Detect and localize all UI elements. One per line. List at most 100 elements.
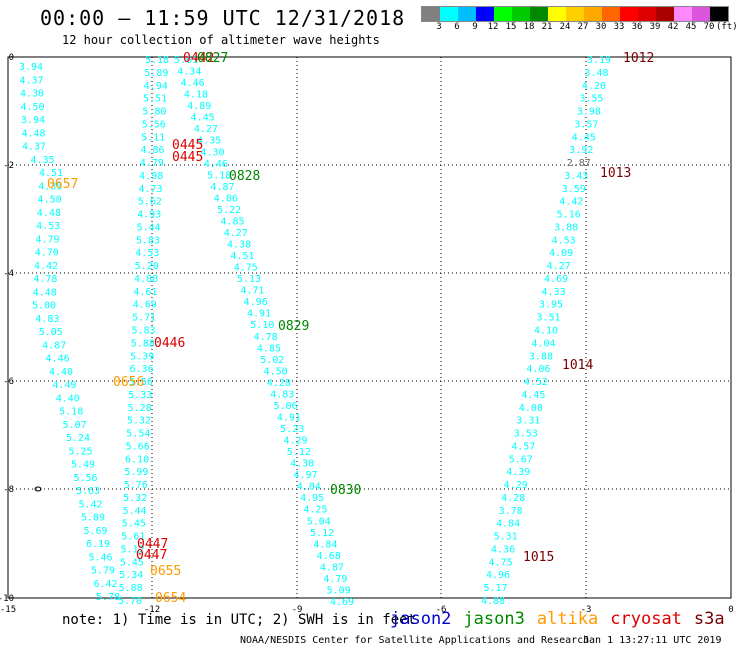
wave-height-value: 4.83 [35, 314, 59, 325]
wave-height-value: 4.84 [496, 519, 520, 530]
wave-height-value: 4.18 [184, 90, 208, 101]
wave-height-value: 5.83 [136, 235, 160, 246]
credit-line: NOAA/NESDIS Center for Satellite Applica… [240, 635, 590, 646]
wave-height-value: 5.78 [96, 592, 120, 603]
wave-height-value: 4.53 [36, 221, 60, 232]
wave-height-value: 3.55 [579, 94, 603, 105]
color-scale-legend [421, 6, 729, 22]
wave-height-value: 5.33 [128, 390, 152, 401]
wave-height-value: 5.04 [307, 516, 331, 527]
pass-time-label: 1012 [623, 51, 654, 66]
wave-height-value: 4.79 [323, 574, 347, 585]
pass-time-label: 0447 [136, 548, 167, 563]
wave-height-value: 4.36 [491, 544, 515, 555]
y-tick-label: -8 [3, 485, 14, 495]
wave-height-value: 3.53 [514, 429, 538, 440]
wave-height-value: 3.31 [516, 416, 540, 427]
pass-time-label: 0445 [172, 138, 203, 153]
pass-time-label: 0829 [278, 319, 309, 334]
wave-height-value: 5.44 [122, 506, 146, 517]
wave-height-value: 4.40 [49, 367, 73, 378]
legend-swatch [458, 7, 476, 21]
wave-height-value: 4.95 [300, 493, 324, 504]
pass-time-label: 0442 [183, 51, 214, 66]
legend-label: 39 [649, 22, 661, 32]
legend-label: 33 [613, 22, 625, 32]
wave-height-value: 4.09 [549, 248, 573, 259]
wave-height-value: 4.48 [37, 208, 61, 219]
wave-height-value: 4.52 [524, 377, 548, 388]
wave-height-value: 4.96 [486, 570, 510, 581]
page-subtitle: 12 hour collection of altimeter wave hei… [62, 33, 380, 47]
wave-height-value: 5.25 [68, 446, 92, 457]
satellite-jason3: jason3 [463, 609, 525, 629]
wave-height-value: 4.78 [33, 274, 57, 285]
wave-height-value: 4.53 [135, 248, 159, 259]
wave-height-value: 5.71 [132, 313, 156, 324]
legend-label: 42 [667, 22, 679, 32]
legend-swatch [530, 7, 548, 21]
legend-swatch [602, 7, 620, 21]
wave-height-value: 4.46 [181, 78, 205, 89]
legend-swatch [584, 7, 602, 21]
legend-label: 18 [523, 22, 535, 32]
wave-height-value: 4.87 [210, 182, 234, 193]
wave-height-value: 4.79 [140, 158, 164, 169]
wave-height-value: 5.80 [142, 107, 166, 118]
wave-height-value: 4.86 [214, 193, 238, 204]
wave-height-value: 4.69 [544, 274, 568, 285]
wave-height-value: 4.04 [297, 482, 321, 493]
wave-height-value: 4.91 [277, 412, 301, 423]
wave-height-value: 4.46 [204, 159, 228, 170]
wave-height-value: 6.42 [93, 579, 117, 590]
pass-time-label: 0827 [197, 51, 228, 66]
wave-height-value: 4.25 [303, 505, 327, 516]
wave-height-value: 4.61 [133, 287, 157, 298]
legend-swatch [440, 7, 458, 21]
wave-height-value: 5.45 [120, 557, 144, 568]
wave-height-value: 5.62 [138, 197, 162, 208]
y-tick-label: 0 [9, 53, 14, 63]
wave-height-value: 5.17 [483, 583, 507, 594]
wave-height-value: 5.69 [83, 526, 107, 537]
wave-height-value: 3.98 [577, 107, 601, 118]
wave-height-value: 4.35 [38, 181, 62, 192]
wave-height-value: 4.42 [34, 261, 58, 272]
legend-swatch [422, 7, 440, 21]
wave-height-value: 4.86 [140, 145, 164, 156]
wave-height-value: 6.10 [125, 454, 149, 465]
pass-time-label: 0655 [150, 564, 181, 579]
wave-height-value: 4.46 [46, 354, 70, 365]
wave-height-value: 4.30 [201, 147, 225, 158]
legend-swatch [620, 7, 638, 21]
wave-height-value: 5.34 [119, 570, 143, 581]
pass-time-label: 0830 [330, 483, 361, 498]
satellite-legend: jason2 jason3 altika cryosat s3a [390, 609, 737, 629]
wave-height-value: 4.48 [21, 128, 45, 139]
wave-height-value: 4.35 [197, 136, 221, 147]
wave-height-value: 5.99 [124, 467, 148, 478]
wave-height-value: 4.97 [293, 470, 317, 481]
wave-height-value: 5.83 [131, 326, 155, 337]
legend-swatch [656, 7, 674, 21]
wave-height-value: 4.28 [501, 493, 525, 504]
map-frame [7, 56, 732, 599]
wave-height-value: 5.02 [260, 355, 284, 366]
wave-height-value: 4.93 [137, 210, 161, 221]
wave-height-value: 2.87 [567, 158, 591, 169]
legend-swatch [476, 7, 494, 21]
wave-height-value: 4.87 [42, 340, 66, 351]
wave-height-value: 4.84 [313, 539, 337, 550]
wave-height-value: 4.50 [264, 366, 288, 377]
pass-time-label: 0657 [47, 177, 78, 192]
wave-height-value: 4.50 [38, 195, 62, 206]
wave-height-value: 5.12 [310, 528, 334, 539]
wave-height-value: 4.51 [230, 251, 254, 262]
wave-height-value: 5.23 [280, 424, 304, 435]
legend-label: 70 [703, 22, 715, 32]
y-tick-label: -2 [3, 161, 14, 171]
wave-height-value: 5.28 [128, 403, 152, 414]
wave-height-value: 4.79 [35, 234, 59, 245]
y-tick-label: -6 [3, 377, 14, 387]
wave-height-value: 5.63 [76, 486, 100, 497]
